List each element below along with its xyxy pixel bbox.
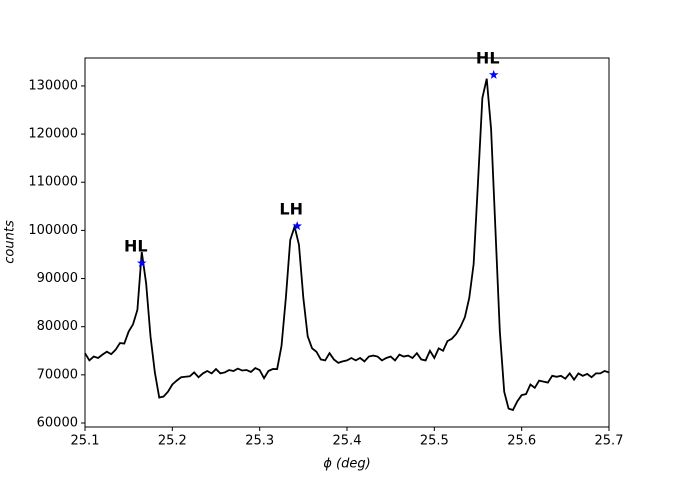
y-tick-label: 70000 [37,367,78,382]
y-tick-label: 110000 [28,175,78,190]
x-tick-label: 25.6 [507,434,536,449]
y-tick-label: 90000 [37,271,78,286]
x-tick-label: 25.1 [71,434,100,449]
x-tick-label: 25.3 [245,434,274,449]
y-tick-label: 80000 [37,319,78,334]
y-tick-label: 60000 [37,416,78,431]
peak-marker [292,221,302,231]
y-tick-label: 120000 [28,127,78,142]
y-tick-label: 100000 [28,223,78,238]
x-tick-label: 25.2 [158,434,187,449]
y-axis-label: counts [3,220,18,264]
x-tick-label: 25.5 [420,434,449,449]
data-line [84,78,610,412]
peak-marker [489,69,499,79]
plot-frame [84,57,610,428]
peak-label: LH [279,200,303,219]
peak-label: HL [124,237,148,256]
x-tick-label: 25.7 [595,434,624,449]
y-tick-label: 130000 [28,78,78,93]
x-tick-label: 25.4 [333,434,362,449]
x-axis-label: ϕ (deg) [323,457,370,472]
peak-marker [137,258,147,268]
